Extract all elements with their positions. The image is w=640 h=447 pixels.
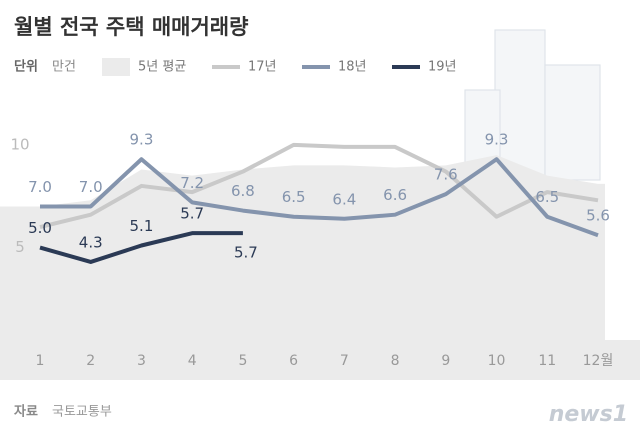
- y-tick-label: 10: [10, 135, 29, 153]
- legend-label: 19년: [428, 60, 457, 75]
- value-label: 5.1: [130, 217, 154, 235]
- value-label: 5.7: [234, 244, 258, 262]
- legend-swatch: [102, 58, 130, 76]
- x-tick-label: 4: [188, 353, 197, 369]
- value-label: 5.6: [586, 207, 610, 225]
- value-label: 7.2: [180, 174, 204, 192]
- line: [39, 142, 599, 229]
- value-label: 9.3: [485, 131, 509, 149]
- line: [39, 231, 243, 264]
- chart-title: 월별 전국 주택 매매거래량: [14, 15, 248, 39]
- x-axis-band: [0, 340, 640, 380]
- logo: news1: [549, 402, 628, 427]
- legend-label: 18년: [338, 60, 367, 75]
- legend-label: 5년 평균: [138, 60, 186, 75]
- value-label: 6.8: [231, 182, 255, 200]
- y-tick-label: 5: [15, 238, 25, 256]
- value-label: 6.5: [282, 188, 306, 206]
- x-tick-label: 2: [86, 353, 95, 369]
- x-tick-label: 1: [36, 353, 45, 369]
- value-label: 5.0: [28, 219, 52, 237]
- x-tick-label: 7: [340, 353, 349, 369]
- value-label: 6.4: [332, 190, 356, 208]
- source: 국토교통부: [52, 405, 112, 420]
- value-label: 9.3: [130, 131, 154, 149]
- line: [40, 157, 599, 238]
- value-label: 5.7: [180, 205, 204, 223]
- value-label: 6.5: [535, 188, 559, 206]
- legend-label: 17년: [248, 60, 277, 75]
- x-tick-label: 9: [441, 353, 450, 369]
- value-label: 4.3: [79, 233, 103, 251]
- area: [0, 155, 605, 340]
- x-tick-label: 3: [137, 353, 146, 369]
- unit-label: 단위: [14, 59, 38, 75]
- value-label: 7.0: [28, 178, 52, 196]
- x-tick-label: 10: [488, 353, 506, 369]
- x-tick-label: 6: [289, 353, 298, 369]
- value-label: 7.6: [434, 166, 458, 184]
- source-label: 자료: [14, 405, 38, 420]
- x-tick-label: 5: [238, 353, 247, 369]
- x-tick-label: 11: [538, 353, 556, 369]
- x-tick-label: 8: [391, 353, 400, 369]
- value-label: 6.6: [383, 186, 407, 204]
- unit: 만건: [52, 60, 76, 75]
- value-label: 7.0: [79, 178, 103, 196]
- x-tick-label: 12월: [583, 353, 614, 369]
